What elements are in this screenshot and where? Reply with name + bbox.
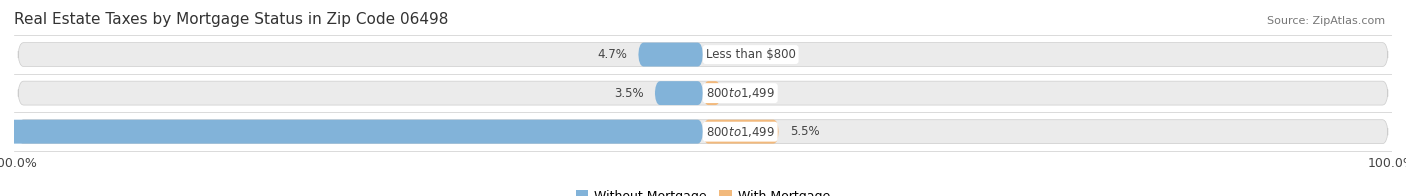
Text: 1.3%: 1.3%	[733, 87, 762, 100]
FancyBboxPatch shape	[655, 81, 703, 105]
FancyBboxPatch shape	[703, 81, 721, 105]
FancyBboxPatch shape	[18, 120, 1388, 144]
FancyBboxPatch shape	[703, 120, 779, 144]
Text: 3.5%: 3.5%	[614, 87, 644, 100]
FancyBboxPatch shape	[18, 43, 1388, 66]
Text: $800 to $1,499: $800 to $1,499	[706, 125, 775, 139]
Text: Real Estate Taxes by Mortgage Status in Zip Code 06498: Real Estate Taxes by Mortgage Status in …	[14, 12, 449, 27]
Text: Less than $800: Less than $800	[706, 48, 796, 61]
FancyBboxPatch shape	[638, 43, 703, 66]
Legend: Without Mortgage, With Mortgage: Without Mortgage, With Mortgage	[571, 185, 835, 196]
Text: 0.0%: 0.0%	[714, 48, 744, 61]
Text: 100.0%: 100.0%	[1368, 157, 1406, 170]
FancyBboxPatch shape	[0, 120, 703, 144]
Text: Source: ZipAtlas.com: Source: ZipAtlas.com	[1267, 16, 1385, 26]
FancyBboxPatch shape	[18, 81, 1388, 105]
Text: 5.5%: 5.5%	[790, 125, 820, 138]
Text: 100.0%: 100.0%	[0, 157, 38, 170]
Text: $800 to $1,499: $800 to $1,499	[706, 86, 775, 100]
Text: 4.7%: 4.7%	[598, 48, 627, 61]
